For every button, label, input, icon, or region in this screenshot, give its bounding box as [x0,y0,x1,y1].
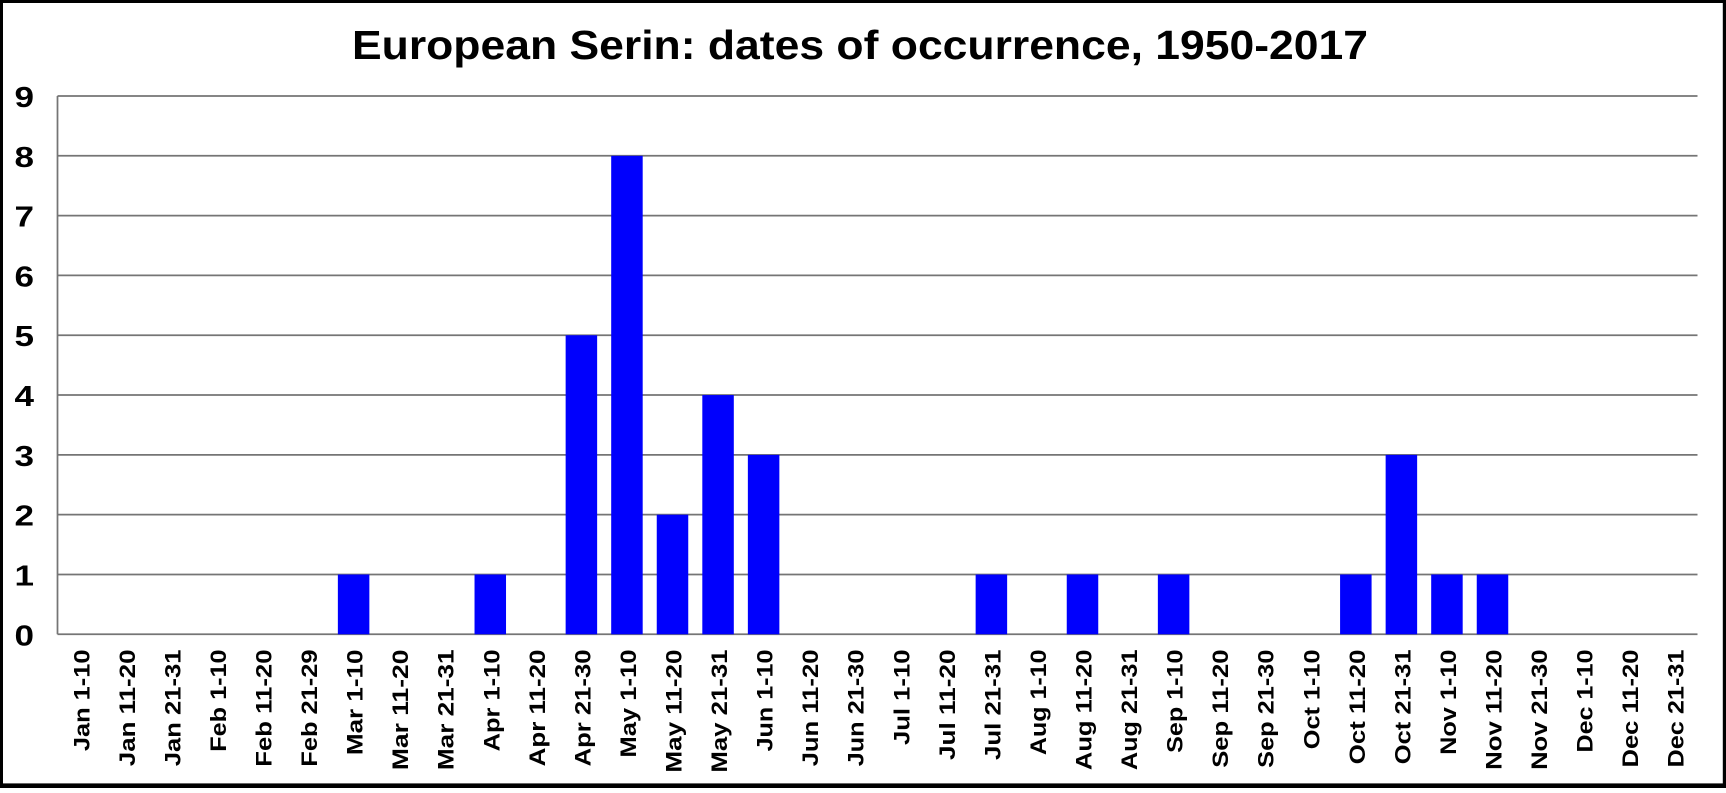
svg-text:May 11-20: May 11-20 [662,650,687,773]
svg-text:Jun 1-10: Jun 1-10 [753,650,778,752]
svg-text:Feb 1-10: Feb 1-10 [206,650,231,752]
svg-text:Jul 11-20: Jul 11-20 [935,650,960,761]
svg-text:Apr 21-30: Apr 21-30 [570,650,595,767]
svg-text:European Serin: dates of occur: European Serin: dates of occurrence, 195… [352,22,1368,68]
svg-text:3: 3 [15,441,35,473]
svg-text:Oct 1-10: Oct 1-10 [1299,650,1324,750]
svg-text:May 21-31: May 21-31 [707,650,732,773]
svg-text:5: 5 [15,321,35,353]
svg-text:Jun 11-20: Jun 11-20 [798,649,823,766]
svg-text:Sep 1-10: Sep 1-10 [1163,650,1188,753]
svg-text:0: 0 [15,620,35,652]
svg-text:Mar 21-31: Mar 21-31 [434,650,459,771]
svg-text:Feb 11-20: Feb 11-20 [252,650,277,767]
svg-text:Sep 21-30: Sep 21-30 [1254,650,1279,768]
svg-text:Dec 1-10: Dec 1-10 [1573,650,1598,753]
svg-text:Jul 1-10: Jul 1-10 [889,650,914,746]
svg-text:Apr 11-20: Apr 11-20 [525,650,550,767]
svg-text:Jun 21-30: Jun 21-30 [844,650,869,767]
svg-text:9: 9 [15,82,35,114]
svg-text:Aug 21-31: Aug 21-31 [1117,650,1142,771]
svg-text:Dec 21-31: Dec 21-31 [1664,650,1689,768]
svg-text:7: 7 [15,202,35,234]
svg-text:Apr 1-10: Apr 1-10 [479,650,504,752]
svg-text:Jul 21-31: Jul 21-31 [980,650,1005,761]
svg-text:Mar 11-20: Mar 11-20 [388,650,413,771]
svg-text:Feb 21-29: Feb 21-29 [297,650,322,767]
svg-text:Aug 1-10: Aug 1-10 [1026,650,1051,756]
svg-text:Nov 11-20: Nov 11-20 [1482,650,1507,770]
svg-text:Sep 11-20: Sep 11-20 [1208,650,1233,768]
svg-text:Nov 1-10: Nov 1-10 [1436,650,1461,755]
svg-text:May 1-10: May 1-10 [616,650,641,758]
svg-text:Dec 11-20: Dec 11-20 [1618,650,1643,768]
svg-text:Nov 21-30: Nov 21-30 [1527,650,1552,770]
svg-text:Oct 11-20: Oct 11-20 [1345,650,1370,765]
svg-text:Oct 21-31: Oct 21-31 [1390,650,1415,765]
svg-text:6: 6 [15,261,35,293]
svg-text:Jan 21-31: Jan 21-31 [160,650,185,767]
svg-text:4: 4 [15,381,35,413]
svg-text:Aug 11-20: Aug 11-20 [1072,650,1097,771]
svg-text:Jan 11-20: Jan 11-20 [115,650,140,767]
svg-text:8: 8 [15,142,35,174]
svg-text:Mar 1-10: Mar 1-10 [343,650,368,756]
svg-text:1: 1 [15,560,35,592]
svg-text:2: 2 [15,501,35,533]
svg-text:Jan 1-10: Jan 1-10 [69,650,94,752]
